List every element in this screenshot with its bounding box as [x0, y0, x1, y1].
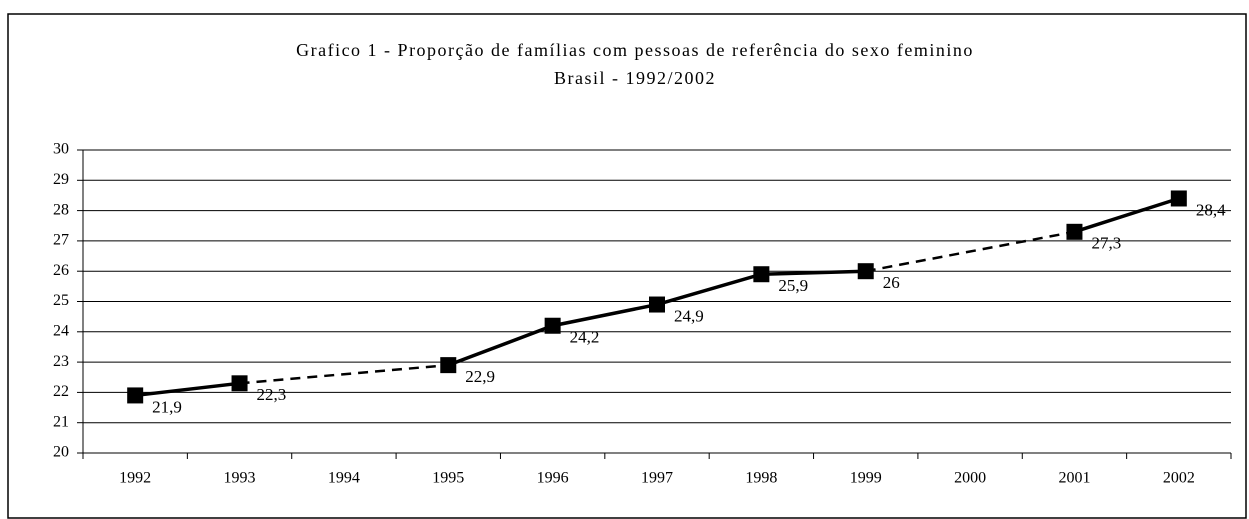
- marker: [857, 263, 874, 280]
- data-label: 24,2: [570, 328, 600, 347]
- data-label: 24,9: [674, 306, 704, 325]
- y-tick-label: 25: [53, 292, 69, 309]
- y-tick-label: 21: [53, 413, 69, 430]
- chart-subtitle: Brasil - 1992/2002: [554, 68, 716, 88]
- y-tick-label: 22: [53, 383, 69, 400]
- data-label: 22,3: [257, 385, 287, 404]
- y-tick-label: 26: [53, 262, 69, 279]
- marker: [753, 266, 770, 283]
- marker: [231, 375, 248, 392]
- y-tick-label: 28: [53, 201, 69, 218]
- data-label: 28,4: [1196, 200, 1226, 219]
- x-tick-label: 2000: [954, 470, 986, 487]
- marker: [1170, 190, 1187, 207]
- gap-connector: [239, 363, 449, 385]
- marker: [1066, 223, 1083, 240]
- data-label: 21,9: [152, 397, 182, 416]
- y-tick-label: 29: [53, 171, 69, 188]
- data-label: 22,9: [465, 367, 495, 386]
- x-tick-label: 2002: [1163, 470, 1195, 487]
- x-tick-label: 1999: [850, 470, 882, 487]
- y-tick-label: 27: [53, 232, 69, 249]
- line-series: [1073, 196, 1180, 234]
- x-tick-label: 1994: [328, 470, 360, 487]
- data-label: 25,9: [778, 276, 808, 295]
- y-tick-label: 24: [53, 322, 69, 339]
- x-tick-label: 1995: [432, 470, 464, 487]
- chart-frame: [7, 13, 1247, 519]
- x-tick-label: 1992: [119, 470, 151, 487]
- marker: [544, 317, 561, 334]
- x-tick-label: 1996: [537, 470, 569, 487]
- data-label: 27,3: [1091, 234, 1121, 253]
- marker: [649, 296, 665, 313]
- x-tick-label: 1998: [745, 470, 777, 487]
- y-tick-label: 23: [53, 353, 69, 370]
- x-tick-label: 1993: [224, 470, 256, 487]
- y-tick-label: 20: [53, 444, 69, 461]
- marker: [127, 387, 144, 404]
- chart-title: Grafico 1 - Proporção de famílias com pe…: [296, 40, 974, 60]
- line-series: [134, 381, 240, 398]
- x-tick-label: 1997: [641, 470, 673, 487]
- gap-connector: [865, 230, 1075, 273]
- x-tick-label: 2001: [1058, 470, 1090, 487]
- marker: [440, 357, 457, 374]
- data-label: 26: [883, 273, 900, 292]
- y-tick-label: 30: [53, 141, 69, 158]
